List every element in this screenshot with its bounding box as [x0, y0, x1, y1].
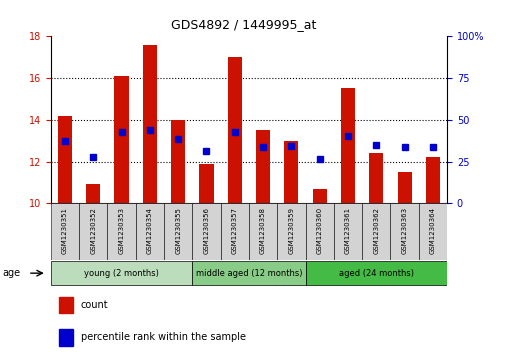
Bar — [419, 203, 447, 260]
Bar — [107, 203, 136, 260]
Text: count: count — [80, 300, 108, 310]
Text: GSM1230356: GSM1230356 — [204, 207, 209, 254]
Bar — [312, 189, 327, 203]
Text: young (2 months): young (2 months) — [84, 269, 159, 278]
Bar — [164, 203, 193, 260]
Text: GSM1230363: GSM1230363 — [402, 207, 407, 254]
Bar — [369, 153, 384, 203]
Bar — [51, 261, 193, 285]
Bar — [199, 164, 213, 203]
Text: age: age — [3, 268, 21, 278]
Bar — [59, 329, 73, 346]
Bar — [397, 172, 411, 203]
Text: GSM1230351: GSM1230351 — [62, 207, 68, 254]
Bar — [143, 45, 157, 203]
Text: GSM1230364: GSM1230364 — [430, 207, 436, 254]
Text: percentile rank within the sample: percentile rank within the sample — [80, 333, 245, 342]
Bar — [171, 120, 185, 203]
Bar — [426, 158, 440, 203]
Bar — [193, 203, 220, 260]
Bar — [277, 203, 305, 260]
Bar — [136, 203, 164, 260]
Text: GSM1230352: GSM1230352 — [90, 207, 96, 254]
Text: GSM1230354: GSM1230354 — [147, 207, 153, 254]
Bar — [228, 57, 242, 203]
Text: middle aged (12 months): middle aged (12 months) — [196, 269, 302, 278]
Bar — [334, 203, 362, 260]
Text: GSM1230362: GSM1230362 — [373, 207, 379, 254]
Bar — [391, 203, 419, 260]
Text: GSM1230359: GSM1230359 — [289, 207, 294, 254]
Text: aged (24 months): aged (24 months) — [339, 269, 414, 278]
Text: GSM1230355: GSM1230355 — [175, 207, 181, 254]
Text: GDS4892 / 1449995_at: GDS4892 / 1449995_at — [171, 18, 316, 31]
Bar — [305, 203, 334, 260]
Text: GSM1230360: GSM1230360 — [316, 207, 323, 254]
Bar — [79, 203, 107, 260]
Bar — [362, 203, 391, 260]
Bar — [193, 261, 305, 285]
Bar — [341, 89, 355, 203]
Text: GSM1230358: GSM1230358 — [260, 207, 266, 254]
Bar — [249, 203, 277, 260]
Bar — [305, 261, 447, 285]
Bar — [256, 130, 270, 203]
Bar — [86, 184, 101, 203]
Text: GSM1230357: GSM1230357 — [232, 207, 238, 254]
Bar — [114, 76, 129, 203]
Bar — [58, 115, 72, 203]
Bar — [59, 297, 73, 313]
Bar — [51, 203, 79, 260]
Bar — [284, 141, 299, 203]
Bar — [220, 203, 249, 260]
Text: GSM1230353: GSM1230353 — [118, 207, 124, 254]
Text: GSM1230361: GSM1230361 — [345, 207, 351, 254]
